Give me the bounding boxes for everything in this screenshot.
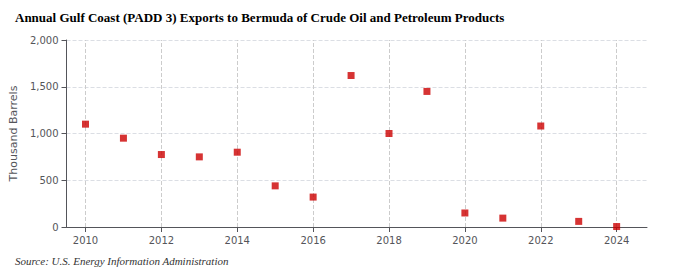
svg-text:2,000: 2,000 xyxy=(30,35,59,46)
svg-text:Thousand Barrels: Thousand Barrels xyxy=(7,85,20,182)
svg-text:2024: 2024 xyxy=(604,235,629,246)
svg-text:2012: 2012 xyxy=(149,235,174,246)
svg-text:2018: 2018 xyxy=(376,235,401,246)
svg-text:0: 0 xyxy=(52,222,58,233)
svg-text:500: 500 xyxy=(39,175,58,186)
svg-text:2020: 2020 xyxy=(452,235,477,246)
svg-text:2014: 2014 xyxy=(225,235,250,246)
svg-text:1,000: 1,000 xyxy=(30,128,59,139)
svg-text:2016: 2016 xyxy=(300,235,325,246)
svg-text:2010: 2010 xyxy=(73,235,98,246)
svg-text:Annual Gulf Coast (PADD 3) Exp: Annual Gulf Coast (PADD 3) Exports to Be… xyxy=(15,10,504,25)
svg-text:2022: 2022 xyxy=(528,235,553,246)
svg-text:Source: U.S. Energy Informatio: Source: U.S. Energy Information Administ… xyxy=(15,255,229,267)
svg-text:1,500: 1,500 xyxy=(30,81,59,92)
